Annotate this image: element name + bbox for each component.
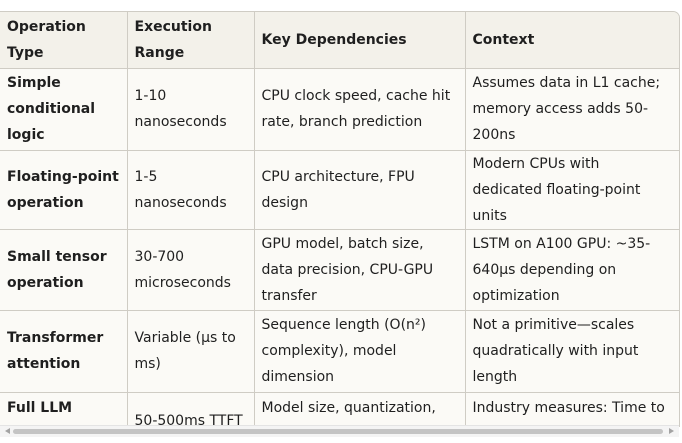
scroll-left-arrow-icon[interactable] <box>5 428 10 434</box>
cell-operation-type: Transformer attention <box>0 310 128 393</box>
table-row: Simple conditional logic 1-10 nanosecond… <box>0 68 679 151</box>
table-row: Floating-point operation 1-5 nanoseconds… <box>0 150 679 230</box>
cell-key-dependencies: Sequence length (O(n²) complexity), mode… <box>254 310 466 393</box>
cell-context: Modern CPUs with dedicated floating-poin… <box>465 150 679 230</box>
cell-operation-type: Full LLM inference <box>0 392 128 426</box>
cell-key-dependencies: CPU architecture, FPU design <box>254 150 466 230</box>
cell-key-dependencies: GPU model, batch size, data precision, C… <box>254 229 466 311</box>
table-row: Transformer attention Variable (μs to ms… <box>0 310 679 393</box>
header-key-dependencies: Key Dependencies <box>254 12 466 69</box>
table-header-row: Operation Type Execution Range Key Depen… <box>0 12 679 69</box>
cell-context: Assumes data in L1 cache; memory access … <box>465 68 679 151</box>
comparison-table-container: Operation Type Execution Range Key Depen… <box>0 11 680 427</box>
table-row: Full LLM inference 50-500ms TTFT Model s… <box>0 392 679 426</box>
cell-key-dependencies: CPU clock speed, cache hit rate, branch … <box>254 68 466 151</box>
table-row: Small tensor operation 30-700 microsecon… <box>0 229 679 311</box>
cell-operation-type: Simple conditional logic <box>0 68 128 151</box>
cell-key-dependencies: Model size, quantization, GPU model, KV … <box>254 392 466 426</box>
horizontal-scrollbar[interactable] <box>0 425 679 437</box>
scroll-right-arrow-icon[interactable] <box>669 428 674 434</box>
comparison-table: Operation Type Execution Range Key Depen… <box>0 12 679 426</box>
cell-context: Not a primitive—scales quadratically wit… <box>465 310 679 393</box>
header-execution-range: Execution Range <box>127 12 255 69</box>
cell-execution-range: 30-700 microseconds <box>127 229 255 311</box>
header-context: Context <box>465 12 679 69</box>
cell-execution-range: 1-5 nanoseconds <box>127 150 255 230</box>
cell-execution-range: 50-500ms TTFT <box>127 392 255 426</box>
cell-operation-type: Floating-point operation <box>0 150 128 230</box>
cell-execution-range: 1-10 nanoseconds <box>127 68 255 151</box>
header-operation-type: Operation Type <box>0 12 128 69</box>
cell-execution-range: Variable (μs to ms) <box>127 310 255 393</box>
cell-operation-type: Small tensor operation <box>0 229 128 311</box>
cell-context: LSTM on A100 GPU: ~35-640μs depending on… <box>465 229 679 311</box>
cell-context: Industry measures: Time to First Token +… <box>465 392 679 426</box>
scrollbar-thumb[interactable] <box>13 429 663 434</box>
